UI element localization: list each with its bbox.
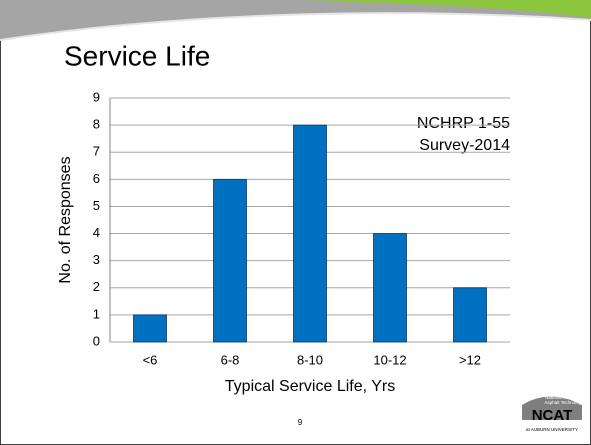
annotation: Survey-2014 [419, 137, 510, 154]
y-tick-label: 4 [93, 225, 100, 240]
logo-text: Asphalt Technology [545, 400, 585, 405]
slide-title: Service Life [64, 40, 210, 71]
logo-shape [522, 396, 582, 420]
y-tick-label: 1 [93, 306, 100, 321]
y-axis-label: No. of Responses [57, 156, 74, 283]
x-tick-label: 8-10 [297, 352, 323, 367]
y-tick-label: 3 [93, 252, 100, 267]
logo-text: at AUBURN UNIVERSITY [526, 427, 578, 432]
x-tick-label: 6-8 [221, 352, 240, 367]
page-number: 9 [298, 418, 303, 427]
logo: National Center for Asphalt Technology N… [522, 395, 584, 432]
logo-text: National Center for [545, 395, 583, 400]
bar [133, 314, 167, 343]
header-swoosh [0, 0, 591, 40]
y-tick-label: 8 [93, 117, 100, 132]
y-tick-label: 6 [93, 171, 100, 186]
bar [453, 287, 487, 343]
y-tick-label: 5 [93, 198, 100, 213]
bar [213, 178, 247, 343]
y-tick-label: 7 [93, 144, 100, 159]
x-tick-label: >12 [459, 352, 481, 367]
header-curve [0, 12, 591, 41]
logo-text: NCAT [532, 407, 573, 424]
x-tick-label: <6 [143, 352, 158, 367]
bar [373, 233, 407, 343]
header-swoosh-green [300, 0, 591, 18]
y-tick-label: 9 [93, 89, 100, 104]
bar [293, 124, 327, 343]
x-axis-label: Typical Service Life, Yrs [225, 378, 395, 395]
annotation: NCHRP 1-55 [417, 115, 510, 132]
x-tick-label: 10-12 [373, 352, 406, 367]
y-tick-label: 0 [93, 333, 100, 348]
y-tick-label: 2 [93, 279, 100, 294]
